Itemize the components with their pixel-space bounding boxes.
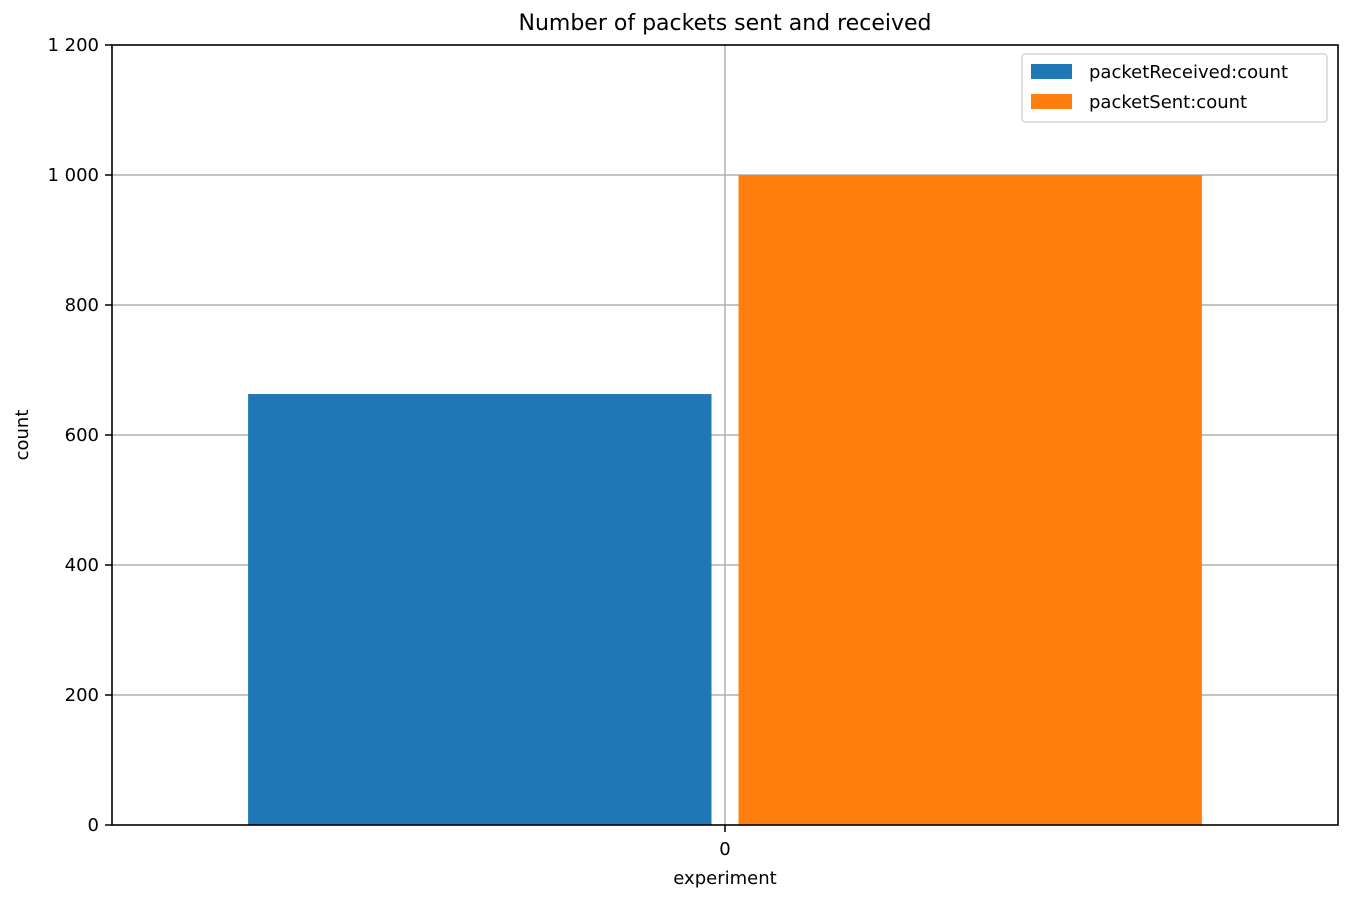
y-tick-label: 1 200 [47, 35, 99, 56]
x-axis-label: experiment [673, 868, 776, 889]
legend-label-packet-sent: packetSent:count [1089, 92, 1247, 113]
y-tick-label: 200 [65, 685, 99, 706]
bars [248, 175, 1202, 825]
x-tick-label: 0 [719, 839, 730, 860]
y-tick-label: 0 [88, 815, 99, 836]
legend: packetReceived:count packetSent:count [1021, 53, 1328, 123]
legend-swatch-packet-received [1031, 64, 1072, 79]
axis-ticks: 0 200 400 600 800 1 000 1 200 0 [47, 35, 730, 860]
y-tick-label: 400 [65, 555, 99, 576]
legend-label-packet-received: packetReceived:count [1089, 62, 1288, 83]
y-tick-label: 800 [65, 295, 99, 316]
bar-packetreceived-count [248, 394, 712, 825]
y-tick-label: 600 [65, 425, 99, 446]
bar-packetsent-count [738, 175, 1202, 825]
legend-frame [1021, 53, 1328, 123]
y-tick-label: 1 000 [47, 165, 99, 186]
chart-title: Number of packets sent and received [519, 11, 932, 36]
legend-swatch-packet-sent [1031, 94, 1072, 109]
y-axis-label: count [12, 410, 33, 461]
